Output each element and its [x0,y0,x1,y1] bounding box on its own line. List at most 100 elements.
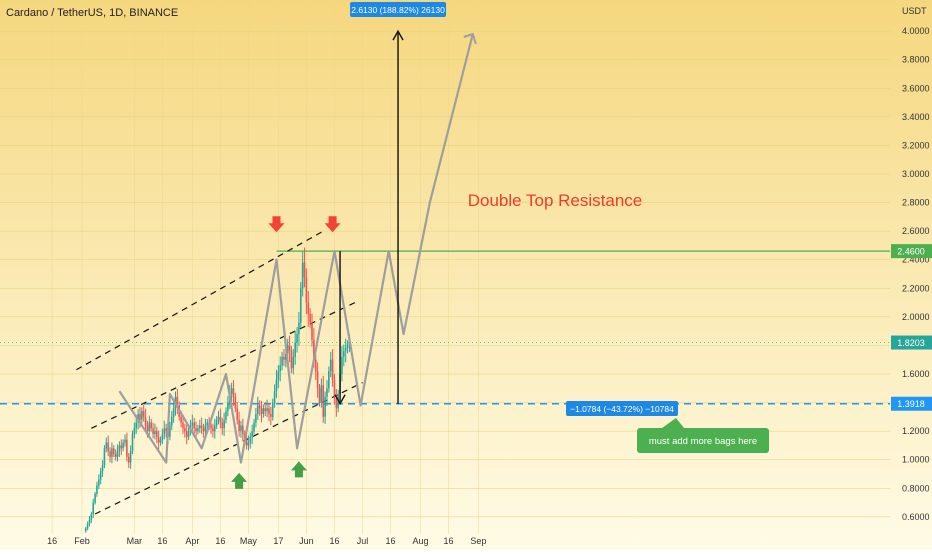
candle-body [135,422,138,429]
candle-body [212,428,214,432]
candle-body [116,451,119,457]
candle-body [199,425,201,429]
candle-body [165,428,167,432]
markers [231,216,341,489]
candle-body [144,416,147,426]
x-tick-label: 16 [329,536,339,546]
candle-body [313,339,315,360]
measure-arrowhead-down [334,394,346,406]
candle-body [230,388,233,394]
candle-body [329,359,332,372]
candle-body [331,359,334,380]
candle-body [309,314,311,323]
candle-body [118,445,121,452]
current-price-label-bg [891,335,932,350]
candle-body [103,448,106,466]
candle-body [281,356,283,366]
symbol-title: Cardano / TetherUS, 1D, BINANCE [6,7,179,19]
candle-body [86,524,89,529]
candle-body [236,408,239,420]
candle-body [139,414,141,420]
candle-body [320,385,323,403]
channel-line-upper[interactable] [76,230,324,371]
support-price-label: 1.3918 [897,399,925,409]
down-arrow-icon [324,216,341,233]
candle-body [326,388,328,397]
candle-body [225,411,227,420]
candle-body [279,365,282,372]
candle-body [148,422,151,432]
candle-body [307,302,310,314]
y-unit-label: USDT [902,6,927,16]
candle-body [292,356,295,369]
candle-body [303,262,306,277]
candle-body [133,428,136,434]
candle-body [150,422,152,429]
candle-body [238,419,240,432]
candle-body [255,414,257,423]
current-price-label: 1.8203 [897,338,925,348]
candle-body [161,434,164,440]
candle-body [126,439,128,457]
candle-body [210,425,212,429]
candle-body [184,428,186,432]
y-tick-label: 2.4000 [902,255,930,265]
candle-body [290,351,293,369]
candle-body [299,288,302,323]
candle-body [247,442,250,446]
channel-line-middle[interactable] [91,302,356,429]
horizontal-levels [0,250,890,405]
candle-body [266,408,268,412]
x-tick-label: May [240,536,258,546]
note-callout[interactable] [637,428,769,453]
candle-body [262,408,265,414]
candle-body [305,276,308,303]
candle-body [258,405,261,409]
channel-line-lower[interactable] [94,382,363,515]
candle-body [105,442,108,449]
candle-body [185,431,188,437]
candle-body [283,356,285,360]
x-tick-label: Sep [470,536,486,546]
candle-body [270,414,272,417]
candle-body [316,371,319,389]
candle-body [324,396,326,417]
candle-body [124,439,126,443]
candle-body [264,408,267,412]
candle-body [197,428,199,432]
candle-body [213,425,216,432]
y-tick-label: 1.6000 [902,369,930,379]
candle-body [159,439,162,443]
candle-body [223,419,225,429]
channel-lines [76,230,363,515]
y-tick-label: 2.6000 [902,226,930,236]
y-tick-label: 2.0000 [902,312,930,322]
x-tick-label: 16 [47,536,57,546]
candle-body [96,485,98,494]
candle-body [154,431,156,434]
candle-body [112,448,115,454]
candle-body [122,442,124,449]
candle-body [219,416,222,423]
candle-body [251,431,253,437]
candle-body [346,345,349,349]
measure-label-up: 2.6130 (188.82%) 26130 [351,5,445,15]
candle-body [215,419,218,426]
candle-body [296,334,298,343]
measurements: 2.6130 (188.82%) 26130 −1.0784 (−43.72%) … [334,2,769,453]
y-tick-label: 3.8000 [902,55,930,65]
candle-body [109,451,111,457]
candle-body [294,342,296,357]
candle-body [169,425,171,437]
projection-path-line[interactable] [118,33,474,464]
x-tick-label: Jun [299,536,314,546]
candle-body [322,385,325,417]
x-tick-label: Jul [357,536,369,546]
resistance-price-label-bg [891,244,932,259]
candle-body [242,425,244,434]
candles [84,247,351,533]
candle-body [318,388,321,403]
candle-body [298,322,300,334]
